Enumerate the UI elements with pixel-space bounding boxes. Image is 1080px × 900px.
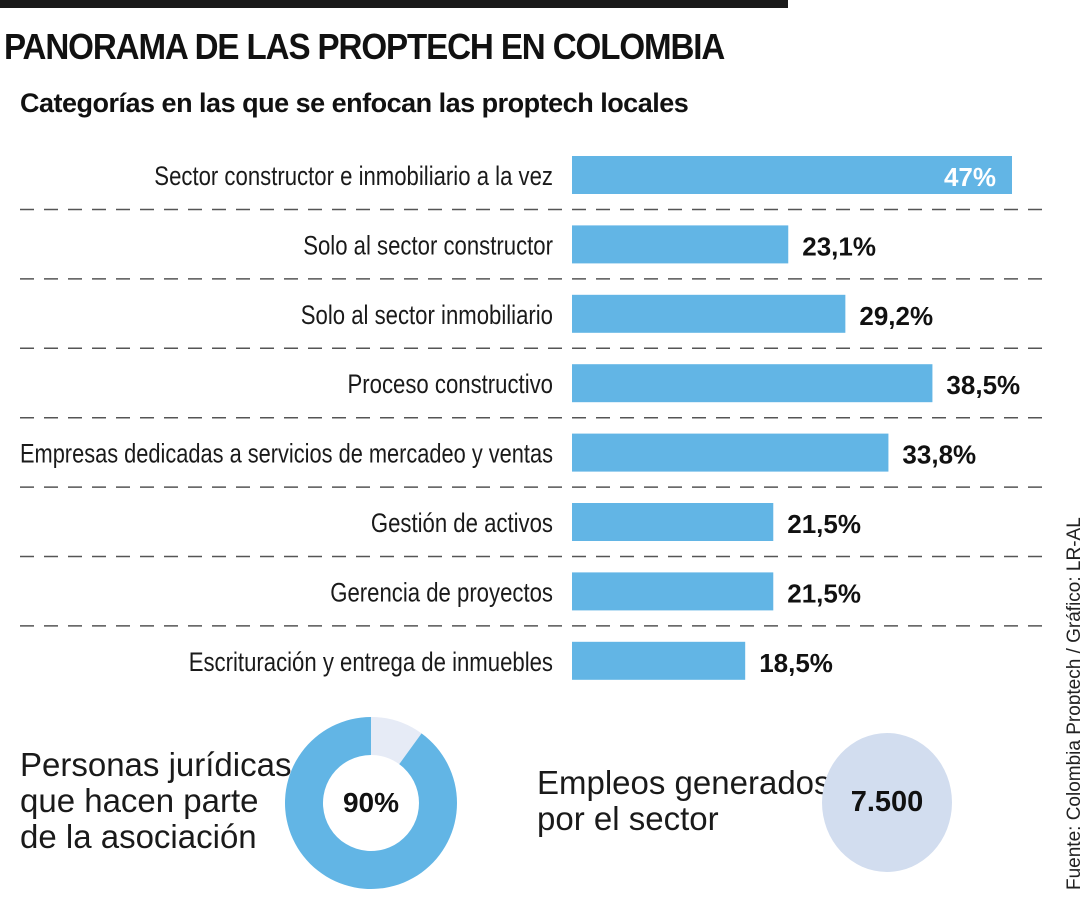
donut-label-line: que hacen parte [20,782,259,819]
chart-subtitle: Categorías en las que se enfocan las pro… [20,88,689,118]
bar [572,433,889,472]
bar [572,503,774,541]
value-label: 21,5% [787,578,861,608]
bar [572,294,846,333]
value-label: 21,5% [787,509,861,539]
top-rule [0,0,788,8]
employment-value: 7.500 [850,786,924,818]
source-credit: Fuente: Colombia Proptech / Gráfico: LR-… [1064,517,1080,890]
value-label: 23,1% [802,231,876,261]
employment-label: Empleos generados por el sector [537,765,831,837]
donut-label-line: de la asociación [20,818,257,855]
bar [572,364,933,403]
employment-circle: 7.500 [822,733,952,872]
bar [572,572,774,611]
donut-label: Personas jurídicas que hacen parte de la… [20,747,291,855]
donut-value-slice [285,717,457,889]
bar [572,641,746,680]
value-label: 18,5% [759,648,833,678]
value-label: 47% [944,162,996,192]
value-label: 29,2% [859,301,933,331]
category-label: Gestión de activos [371,508,553,538]
employment-label-line: por el sector [537,800,719,837]
donut-label-line: Personas jurídicas [20,746,292,783]
bar-chart: Sector constructor e inmobiliario a la v… [20,156,1042,680]
value-label: 38,5% [946,370,1020,400]
page-title: PANORAMA DE LAS PROPTECH EN COLOMBIA [4,26,725,67]
donut-chart: 90% [285,717,457,889]
category-label: Sector constructor e inmobiliario a la v… [154,161,553,191]
donut-value: 90% [342,787,400,818]
bar [572,225,789,264]
employment-label-line: Empleos generados [537,764,831,801]
donut-remainder-slice [371,717,422,765]
category-label: Gerencia de proyectos [330,577,553,607]
category-label: Solo al sector constructor [303,230,553,260]
category-label: Proceso constructivo [348,369,553,399]
bar [572,156,1012,194]
value-label: 33,8% [902,440,976,470]
category-label: Escrituración y entrega de inmuebles [189,647,553,677]
category-label: Empresas dedicadas a servicios de mercad… [20,439,553,469]
category-label: Solo al sector inmobiliario [301,300,553,330]
